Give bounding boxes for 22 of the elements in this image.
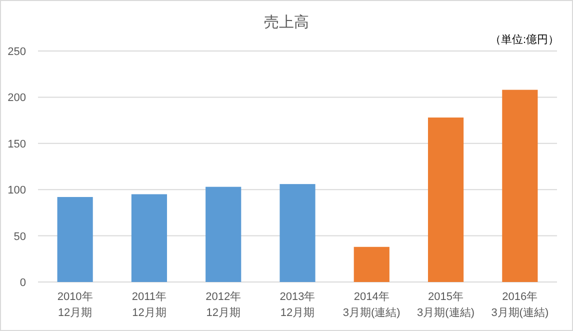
bar bbox=[354, 246, 390, 282]
x-tick-label: 2010年 12月期 bbox=[57, 291, 93, 319]
y-tick-label: 250 bbox=[8, 46, 26, 58]
x-tick-label: 2015年 3月期(連結) bbox=[417, 291, 475, 319]
bar bbox=[502, 90, 538, 282]
y-tick-label: 150 bbox=[8, 138, 26, 150]
y-tick-label: 0 bbox=[20, 277, 26, 289]
y-tick-label: 50 bbox=[14, 230, 26, 243]
bar bbox=[280, 184, 316, 282]
bar bbox=[206, 186, 242, 282]
x-tick-label: 2013年 12月期 bbox=[280, 291, 316, 319]
bar bbox=[131, 194, 168, 282]
y-tick-label: 200 bbox=[8, 92, 26, 104]
text: （単位:億円） bbox=[490, 33, 559, 46]
y-tick-label: 100 bbox=[8, 184, 26, 197]
x-tick-label: 2014年 3月期(連結) bbox=[342, 291, 400, 319]
x-tick-label: 2016年 3月期(連結) bbox=[491, 291, 549, 319]
chart-title: 売上高 bbox=[264, 14, 309, 31]
x-tick-label: 2011年 12月期 bbox=[132, 291, 167, 319]
bar bbox=[428, 118, 464, 282]
bar bbox=[57, 196, 93, 282]
x-tick-label: 2012年 12月期 bbox=[206, 291, 242, 319]
